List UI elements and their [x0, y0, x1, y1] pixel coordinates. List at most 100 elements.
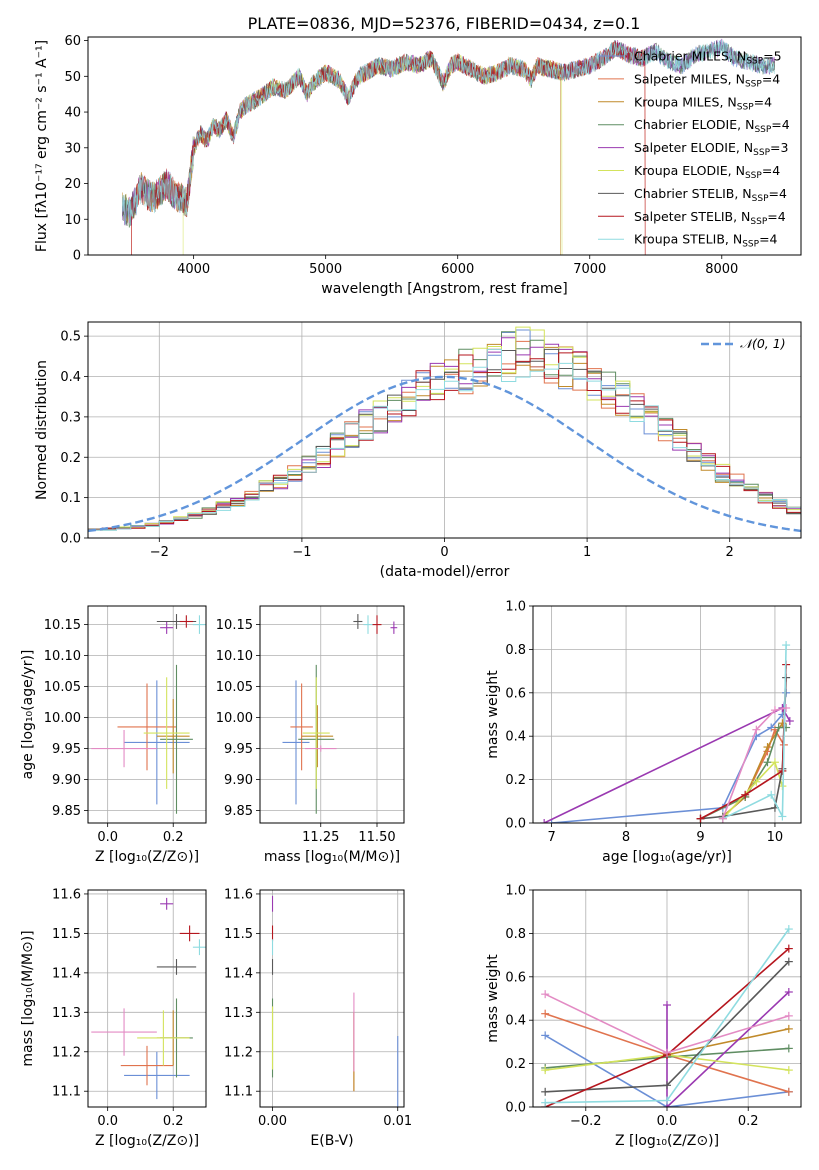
y-tick-label: 0.4: [505, 1014, 526, 1029]
panel-age_vs_z: 0.0 0.2 9.85 9.90 9.95 10.00 10.05 10.10 10.15 Z …: [20, 605, 207, 865]
plot-layer: 4000 5000 6000 7000 80000102030405060wavelen…: [20, 34, 802, 1149]
y-axis-label: Flux [fλ10⁻¹⁷ erg cm⁻² s⁻¹ A⁻¹]: [34, 40, 50, 252]
panel-weight_vs_z: −0.2 0.0 0.2 0.0 0.2 0.4 0.6 0.8 1.0 Z [log₁₀(Z/Z…: [485, 884, 802, 1149]
x-axis-label: Z [log₁₀(Z/Z⊙)]: [615, 1133, 719, 1149]
legend-text-part: SSP: [746, 57, 763, 67]
y-axis-label: Normed distribution: [34, 360, 50, 500]
y-tick-label: 11.1: [52, 1085, 81, 1100]
x-tick-label: 0: [440, 545, 448, 560]
x-axis-label: age [log₁₀(age/yr)]: [602, 849, 732, 865]
legend-text-part: =4: [769, 186, 787, 201]
x-tick-label: 0.01: [383, 1114, 412, 1129]
legend-entry-salpeter_miles: Salpeter MILES, NSSP=4: [634, 71, 780, 89]
weight-line-chabrier_miles: [551, 692, 787, 823]
plot-area-age_vs_z: [91, 614, 206, 814]
x-tick-label: 7000: [573, 262, 606, 277]
y-axis-label: mass [log₁₀(M/M⊙)]: [20, 930, 36, 1066]
y-tick-label: 0.2: [505, 1057, 526, 1072]
legend-text-part: Salpeter ELODIE, N: [634, 140, 753, 155]
spectrum-series-salpeter_stelib: [131, 40, 646, 255]
panel-weight_vs_age: 7 8 9 10 0.0 0.2 0.4 0.6 0.8 1.0 age [log₁₀(age/yr…: [485, 600, 802, 865]
legend-text-part: SSP: [742, 240, 759, 250]
y-tick-label: 10.15: [44, 618, 81, 633]
x-axis-label: Z [log₁₀(Z/Z⊙)]: [95, 849, 199, 865]
x-tick-label: 2: [726, 545, 734, 560]
axes-frame: [532, 605, 802, 824]
x-tick-label: 0.0: [97, 830, 118, 845]
x-axis-label: mass [log₁₀(M/M⊙)]: [264, 849, 400, 865]
y-tick-label: 30: [64, 141, 81, 156]
legend-text-part: SSP: [754, 125, 771, 135]
legend-text-part: SSP: [753, 148, 770, 158]
y-tick-label: 10.00: [44, 711, 81, 726]
y-tick-label: 11.6: [224, 887, 253, 902]
y-tick-label: 9.90: [224, 773, 253, 788]
x-tick-label: 8: [622, 830, 630, 845]
y-tick-label: 1.0: [505, 600, 526, 615]
axes-frame: [532, 889, 802, 1108]
y-tick-label: 11.5: [224, 927, 253, 942]
legend-text-part: Kroupa MILES, N: [634, 94, 737, 109]
y-tick-label: 9.85: [52, 804, 81, 819]
panel-age_vs_mass: 11.25 11.50 9.85 9.90 9.95 10.00 10.05 10.10 10.…: [216, 605, 405, 865]
y-tick-label: 11.5: [52, 927, 81, 942]
weight-line-kroupa_miles: [666, 1028, 789, 1056]
legend-entry-chabrier_elodie: Chabrier ELODIE, NSSP=4: [634, 117, 790, 135]
y-tick-label: 50: [64, 70, 81, 85]
y-tick-label: 10: [64, 213, 81, 228]
y-tick-label: 20: [64, 177, 81, 192]
y-tick-label: 11.4: [52, 966, 81, 981]
x-axis-label: E(B-V): [310, 1133, 353, 1149]
x-tick-label: 11.50: [358, 830, 395, 845]
legend-text-part: SSP: [745, 171, 762, 181]
legend-text-part: =4: [767, 209, 785, 224]
x-axis-label: Z [log₁₀(Z/Z⊙)]: [95, 1133, 199, 1149]
y-tick-label: 10.00: [216, 711, 253, 726]
legend-text-part: SSP: [752, 194, 769, 204]
y-tick-label: 11.3: [224, 1006, 253, 1021]
x-tick-label: 10: [767, 830, 784, 845]
x-tick-label: −2: [150, 545, 169, 560]
plot-area-mass_vs_z: [91, 897, 206, 1100]
x-tick-label: 7: [547, 830, 555, 845]
legend-text-part: Chabrier STELIB, N: [634, 186, 752, 201]
legend-text-part: Kroupa ELODIE, N: [634, 163, 745, 178]
x-tick-label: −1: [292, 545, 311, 560]
x-tick-label: 1: [583, 545, 591, 560]
y-tick-label: 9.95: [52, 742, 81, 757]
weight-line-kroupa_stelib: [722, 645, 787, 820]
legend-entry-kroupa_stelib: Kroupa STELIB, NSSP=4: [634, 232, 778, 250]
y-tick-label: 1.0: [505, 884, 526, 899]
axes-frame: [87, 605, 207, 824]
y-tick-label: 0.2: [60, 451, 81, 466]
y-tick-label: 0.3: [60, 410, 81, 425]
panel-mass_vs_z: 0.0 0.2 11.1 11.2 11.3 11.4 11.5 11.6 Z [log₁₀(Z…: [20, 887, 207, 1149]
axes-frame: [87, 889, 207, 1108]
y-tick-label: 9.95: [224, 742, 253, 757]
plot-area-spectrum: [122, 38, 775, 255]
plot-area-weight_vs_age: [540, 641, 794, 823]
panel-residuals: −2 −1 0 1 2 0.0 0.1 0.2 0.3 0.4 0.5 (data-model)/er…: [34, 321, 802, 580]
x-tick-label: 0.00: [258, 1114, 287, 1129]
y-tick-label: 0.8: [505, 927, 526, 942]
y-tick-label: 0.1: [60, 491, 81, 506]
x-tick-label: −0.2: [570, 1114, 602, 1129]
y-tick-label: 11.2: [52, 1045, 81, 1060]
x-axis-label: (data-model)/error: [380, 564, 510, 580]
legend-text-part: SSP: [737, 102, 754, 112]
y-tick-label: 9.90: [52, 773, 81, 788]
legend-entry-chabrier_miles: Chabrier MILES, NSSP=5: [634, 49, 782, 67]
histogram-salpeter_stelib: [88, 351, 801, 531]
spectrum-series-kroupa_stelib: [122, 39, 775, 226]
legend-text-part: =4: [762, 163, 780, 178]
legend-text-part: =5: [763, 49, 781, 64]
y-tick-label: 60: [64, 34, 81, 49]
y-tick-label: 10.05: [216, 680, 253, 695]
x-tick-label: 4000: [177, 262, 210, 277]
plot-area-residuals: [88, 326, 801, 533]
x-tick-label: 0.2: [163, 830, 184, 845]
legend-text-part: Chabrier MILES, N: [634, 49, 746, 64]
legend-text-part: =4: [762, 71, 780, 86]
y-tick-label: 10.05: [44, 680, 81, 695]
